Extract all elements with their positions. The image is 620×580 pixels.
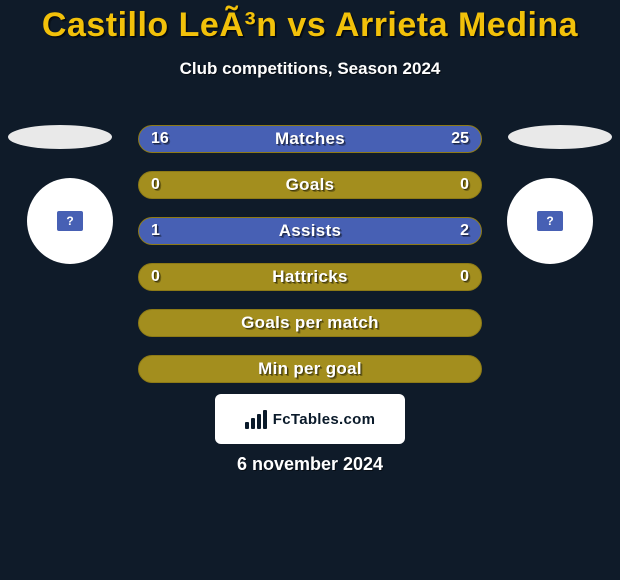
stat-bars: Matches1625Goals00Assists12Hattricks00Go…	[138, 125, 482, 401]
stat-label: Goals	[139, 172, 481, 198]
signal-bars-icon	[245, 409, 267, 429]
stat-label: Assists	[139, 218, 481, 244]
stat-value-left: 0	[151, 172, 160, 198]
placeholder-icon: ?	[537, 211, 563, 231]
placeholder-icon: ?	[57, 211, 83, 231]
stat-row: Min per goal	[138, 355, 482, 383]
snapshot-date: 6 november 2024	[0, 454, 620, 475]
page-subtitle: Club competitions, Season 2024	[0, 59, 620, 79]
player-left-badge: ?	[27, 178, 113, 264]
stat-label: Matches	[139, 126, 481, 152]
player-right-badge: ?	[507, 178, 593, 264]
stat-value-right: 25	[451, 126, 469, 152]
player-right-ellipse-icon	[508, 125, 612, 149]
player-left-ellipse-icon	[8, 125, 112, 149]
stat-value-right: 2	[460, 218, 469, 244]
stat-value-left: 1	[151, 218, 160, 244]
stat-row: Assists1 2	[138, 217, 482, 245]
stat-value-left: 0	[151, 264, 160, 290]
fctables-logo[interactable]: FcTables.com	[215, 394, 405, 444]
stat-row: Matches16 25	[138, 125, 482, 153]
stat-label: Goals per match	[139, 310, 481, 336]
stat-row: Hattricks0 0	[138, 263, 482, 291]
stat-value-right: 0	[460, 264, 469, 290]
page-title: Castillo LeÃ³n vs Arrieta Medina	[0, 0, 620, 45]
stat-value-left: 16	[151, 126, 169, 152]
stat-label: Hattricks	[139, 264, 481, 290]
stat-value-right: 0	[460, 172, 469, 198]
logo-text: FcTables.com	[273, 411, 376, 428]
stat-label: Min per goal	[139, 356, 481, 382]
stat-row: Goals0 0	[138, 171, 482, 199]
stat-row: Goals per match	[138, 309, 482, 337]
comparison-card: Castillo LeÃ³n vs Arrieta Medina Club co…	[0, 0, 620, 580]
